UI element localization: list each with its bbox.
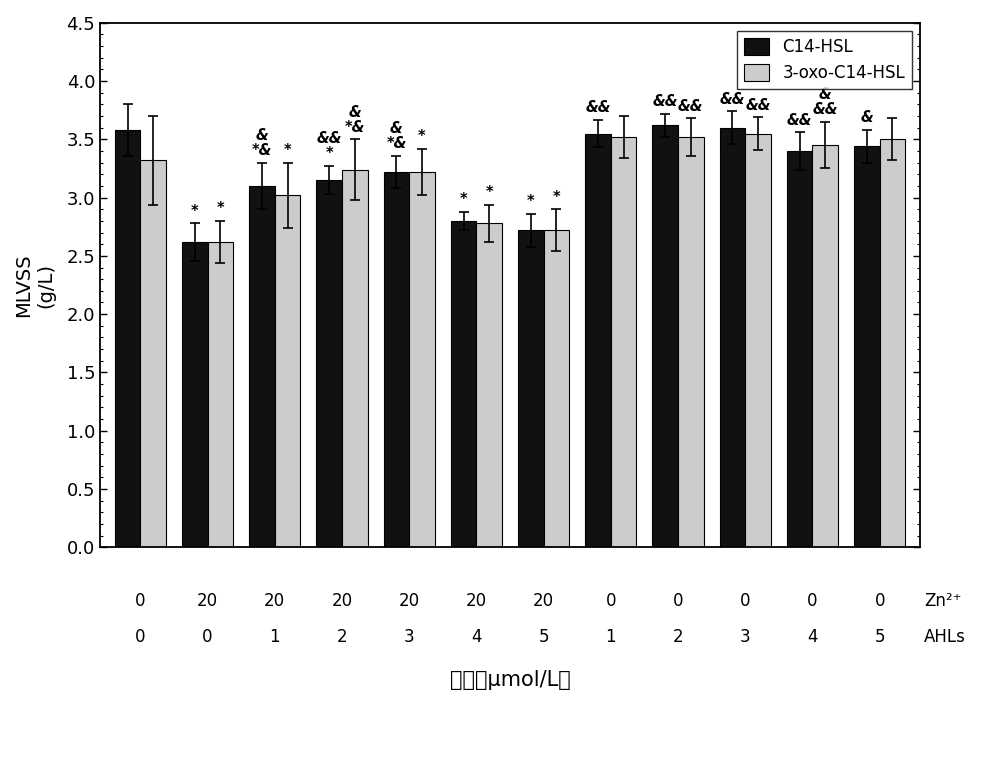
Text: *: * [553, 189, 560, 204]
Text: &&: && [316, 131, 342, 147]
Text: 20: 20 [331, 592, 353, 610]
Text: &&: && [653, 94, 678, 109]
Text: &: & [390, 121, 403, 136]
Bar [678, 137, 704, 547]
Bar [342, 169, 368, 547]
Text: *: * [191, 204, 199, 219]
Text: 0: 0 [740, 592, 750, 610]
Text: *: * [418, 129, 426, 144]
Text: *: * [216, 201, 224, 217]
Bar [611, 137, 636, 547]
Bar [745, 134, 771, 547]
Bar [812, 145, 838, 547]
Y-axis label: MLVSS
(g/L): MLVSS (g/L) [14, 253, 55, 317]
Bar [787, 151, 812, 547]
Text: 0: 0 [606, 592, 616, 610]
Text: 0: 0 [135, 629, 146, 647]
Text: *: * [460, 192, 467, 207]
Bar [476, 223, 502, 547]
Text: &&: && [812, 102, 838, 117]
Text: &&: && [745, 97, 771, 112]
Text: *: * [325, 147, 333, 161]
Text: &: & [861, 110, 873, 125]
Bar [249, 186, 275, 547]
Text: 0: 0 [135, 592, 146, 610]
Text: &&: && [678, 99, 704, 114]
Bar [518, 230, 544, 547]
Text: *&: *& [386, 136, 407, 151]
Bar [182, 242, 208, 547]
Text: *: * [527, 195, 535, 209]
Legend: C14-HSL, 3-oxo-C14-HSL: C14-HSL, 3-oxo-C14-HSL [737, 31, 912, 89]
Text: 浓度（μmol/L）: 浓度（μmol/L） [450, 670, 570, 690]
Bar [585, 134, 611, 547]
Bar [544, 230, 569, 547]
Text: 20: 20 [399, 592, 420, 610]
Text: 0: 0 [807, 592, 818, 610]
Text: 4: 4 [471, 629, 482, 647]
Text: 2: 2 [337, 629, 347, 647]
Bar [409, 172, 435, 547]
Bar [384, 172, 409, 547]
Text: 3: 3 [404, 629, 414, 647]
Bar [275, 195, 300, 547]
Bar [115, 130, 140, 547]
Text: &&: && [585, 100, 611, 115]
Text: 5: 5 [538, 629, 549, 647]
Text: AHLs: AHLs [924, 629, 966, 647]
Bar [720, 128, 745, 547]
Text: 1: 1 [269, 629, 280, 647]
Text: 0: 0 [202, 629, 213, 647]
Text: &: & [348, 105, 361, 119]
Text: 2: 2 [673, 629, 683, 647]
Text: Zn²⁺: Zn²⁺ [924, 592, 962, 610]
Bar [140, 160, 166, 547]
Text: 20: 20 [466, 592, 487, 610]
Bar [316, 180, 342, 547]
Bar [652, 125, 678, 547]
Text: 4: 4 [807, 629, 818, 647]
Text: 3: 3 [740, 629, 751, 647]
Text: &: & [819, 87, 832, 102]
Text: *: * [284, 143, 291, 158]
Text: 1: 1 [606, 629, 616, 647]
Text: 5: 5 [874, 629, 885, 647]
Bar [208, 242, 233, 547]
Bar [451, 221, 476, 547]
Text: 0: 0 [874, 592, 885, 610]
Text: &&: && [787, 112, 812, 128]
Text: 0: 0 [673, 592, 683, 610]
Bar [880, 139, 905, 547]
Text: *&: *& [345, 119, 365, 135]
Text: *: * [485, 185, 493, 200]
Text: *&: *& [252, 143, 272, 158]
Text: 20: 20 [197, 592, 218, 610]
Text: &: & [256, 128, 268, 143]
Text: 20: 20 [264, 592, 285, 610]
Bar [854, 147, 880, 547]
Text: 20: 20 [533, 592, 554, 610]
Text: &&: && [720, 92, 745, 106]
